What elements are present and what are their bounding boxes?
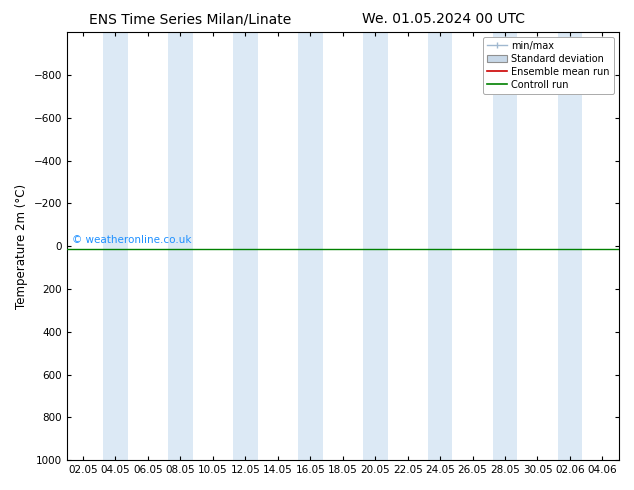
Text: © weatheronline.co.uk: © weatheronline.co.uk [72,235,192,245]
Bar [233,32,257,460]
Bar [558,32,582,460]
Text: We. 01.05.2024 00 UTC: We. 01.05.2024 00 UTC [362,12,526,26]
Bar [168,32,193,460]
Bar [428,32,453,460]
Bar [363,32,387,460]
Bar [103,32,128,460]
Y-axis label: Temperature 2m (°C): Temperature 2m (°C) [15,184,28,309]
Bar [493,32,517,460]
Legend: min/max, Standard deviation, Ensemble mean run, Controll run: min/max, Standard deviation, Ensemble me… [483,37,614,94]
Text: ENS Time Series Milan/Linate: ENS Time Series Milan/Linate [89,12,292,26]
Bar [298,32,323,460]
